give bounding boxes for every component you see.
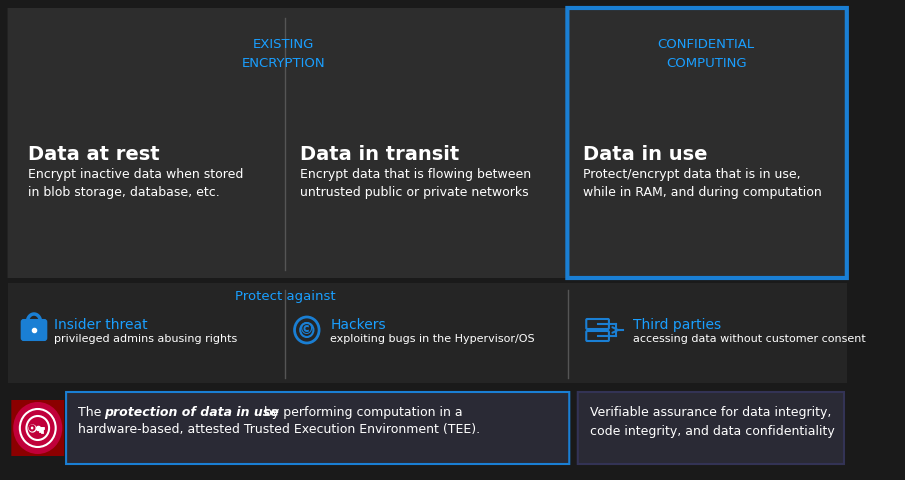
FancyBboxPatch shape: [577, 392, 844, 464]
Text: Protect/encrypt data that is in use,
while in RAM, and during computation: Protect/encrypt data that is in use, whi…: [584, 168, 822, 199]
FancyBboxPatch shape: [12, 400, 64, 456]
Circle shape: [14, 402, 62, 454]
FancyBboxPatch shape: [7, 8, 847, 278]
Text: accessing data without customer consent: accessing data without customer consent: [633, 334, 865, 344]
Text: Third parties: Third parties: [633, 318, 720, 332]
Text: Verifiable assurance for data integrity,
code integrity, and data confidentialit: Verifiable assurance for data integrity,…: [590, 406, 834, 438]
Text: ©: ©: [300, 323, 314, 337]
Bar: [7, 283, 847, 383]
Text: Data in use: Data in use: [584, 145, 708, 164]
Text: EXISTING
ENCRYPTION: EXISTING ENCRYPTION: [242, 38, 325, 70]
Text: hardware-based, attested Trusted Execution Environment (TEE).: hardware-based, attested Trusted Executi…: [79, 423, 481, 436]
Text: Encrypt inactive data when stored
in blob storage, database, etc.: Encrypt inactive data when stored in blo…: [28, 168, 243, 199]
Bar: [7, 388, 847, 472]
FancyBboxPatch shape: [22, 320, 46, 340]
Text: exploiting bugs in the Hypervisor/OS: exploiting bugs in the Hypervisor/OS: [330, 334, 535, 344]
FancyBboxPatch shape: [66, 392, 569, 464]
FancyBboxPatch shape: [567, 8, 847, 278]
Text: Protect against: Protect against: [234, 290, 336, 303]
Text: The: The: [79, 406, 106, 419]
Text: Data at rest: Data at rest: [28, 145, 160, 164]
Text: protection of data in use: protection of data in use: [104, 406, 279, 419]
Text: by performing computation in a: by performing computation in a: [260, 406, 462, 419]
Text: Insider threat: Insider threat: [53, 318, 148, 332]
Text: CONFIDENTIAL
COMPUTING: CONFIDENTIAL COMPUTING: [658, 38, 755, 70]
Text: Data in transit: Data in transit: [300, 145, 460, 164]
Text: Encrypt data that is flowing between
untrusted public or private networks: Encrypt data that is flowing between unt…: [300, 168, 531, 199]
Text: Hackers: Hackers: [330, 318, 386, 332]
Text: privileged admins abusing rights: privileged admins abusing rights: [53, 334, 237, 344]
